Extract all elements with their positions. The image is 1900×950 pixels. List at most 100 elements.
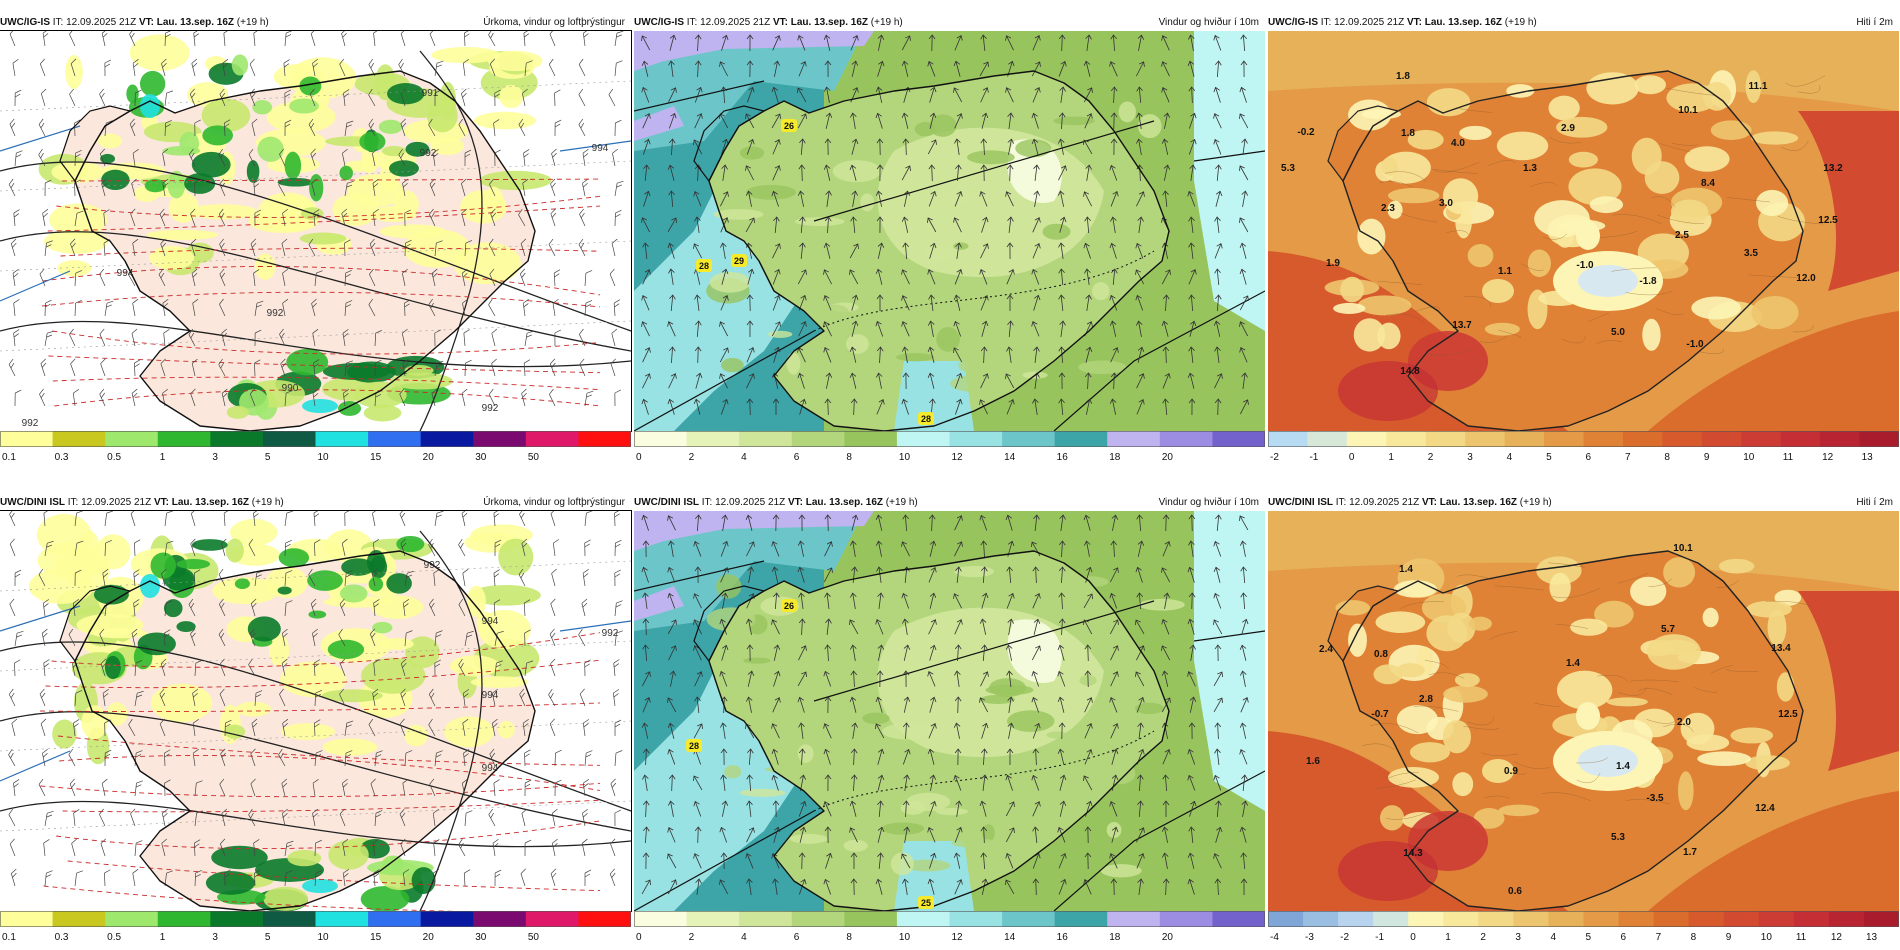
temperature-label: 2.9 [1561, 123, 1575, 134]
colorbar-tick: 2 [689, 932, 695, 943]
temperature-label: 12.5 [1818, 215, 1838, 226]
colorbar-swatch [420, 431, 474, 447]
colorbar-tick: -2 [1270, 452, 1279, 463]
isobar-label: 992 [420, 148, 437, 159]
precip-map[interactable]: 992 994 994 994 992 [0, 510, 632, 912]
colorbar-swatch [1583, 431, 1624, 447]
isobar-label: 992 [424, 560, 441, 571]
temperature-label: 0.6 [1508, 886, 1522, 897]
colorbar-tick: 12 [952, 932, 964, 943]
colorbar-tick: 0.5 [107, 452, 121, 463]
colorbar-swatch [210, 911, 264, 927]
lead-time: (+19 h) [1519, 497, 1552, 508]
temperature-label: 3.5 [1744, 248, 1758, 259]
colorbar-tick: 8 [846, 452, 852, 463]
temp-map[interactable]: 10.1 1.4 5.7 13.4 2.4 0.8 1.4 2.8 12.5 -0.7 2.0 1.6… [1268, 511, 1899, 911]
colorbar-tick: 5 [265, 452, 271, 463]
temperature-label: 13.2 [1823, 163, 1843, 174]
gust-label: 25 [921, 898, 931, 908]
colorbar: 0.1 0.3 0.5 1 3 5 10 15 20 30 50 [0, 911, 631, 947]
colorbar-swatch [1504, 431, 1545, 447]
valid-time: VT: Lau. 13.sep. 16Z [787, 497, 884, 508]
colorbar-tick: -1 [1309, 452, 1318, 463]
colorbar-tick: 13 [1866, 932, 1878, 943]
colorbar-swatch [1159, 911, 1213, 927]
temperature-label: 13.7 [1452, 320, 1472, 331]
colorbar-tick: 2 [1480, 932, 1486, 943]
temperature-label: 14.3 [1403, 848, 1423, 859]
temperature-label: 14.8 [1400, 366, 1420, 377]
colorbar-tick: 9 [1704, 452, 1710, 463]
colorbar-swatch [1548, 911, 1584, 927]
wind-map-panel-dini-isl: UWC/DINI ISL IT: 12.09.2025 21Z VT: Lau.… [634, 494, 1265, 947]
colorbar-tick: 4 [1507, 452, 1513, 463]
wind-map[interactable]: 26 28 25 [634, 511, 1265, 911]
colorbar-swatch [1054, 911, 1108, 927]
colorbar-tick: 4 [741, 932, 747, 943]
isobar-label: 994 [117, 268, 134, 279]
colorbar-swatch [157, 911, 211, 927]
isobar-label: 992 [267, 308, 284, 319]
colorbar-swatch [473, 911, 527, 927]
colorbar-tick: 1 [160, 452, 166, 463]
temperature-label: 3.0 [1439, 198, 1453, 209]
map-canvas: 26 28 25 [634, 511, 1265, 911]
model-name: UWC/DINI ISL [0, 497, 65, 508]
temperature-label: 1.7 [1683, 847, 1697, 858]
isobar-label: 992 [482, 403, 499, 414]
temperature-label: 1.4 [1566, 658, 1580, 669]
temperature-label: -1.0 [1686, 339, 1704, 350]
colorbar-swatch [1002, 911, 1056, 927]
colorbar-tick: 14 [1004, 932, 1016, 943]
temperature-map-panel-ig-is: UWC/IG-IS IT: 12.09.2025 21Z VT: Lau. 13… [1268, 14, 1899, 467]
temperature-label: 13.4 [1771, 643, 1791, 654]
colorbar-swatch [1723, 911, 1760, 927]
colorbar-swatch [578, 911, 631, 927]
colorbar-svg: 0.1 0.3 0.5 1 3 5 10 15 20 30 50 [0, 431, 631, 463]
colorbar-tick: 5 [1586, 932, 1592, 943]
colorbar-swatch [1478, 911, 1514, 927]
model-name: UWC/IG-IS [0, 17, 50, 28]
colorbar-tick: 11 [1796, 932, 1807, 943]
colorbar-swatch [262, 431, 316, 447]
temperature-label: 1.4 [1399, 564, 1413, 575]
colorbar-swatch [210, 431, 264, 447]
precip-map[interactable]: 991 992 994 992 990 992 992 994 [0, 30, 632, 432]
colorbar-swatch [1373, 911, 1409, 927]
colorbar-swatch [1002, 431, 1056, 447]
colorbar: -4-3-2-10123456789101112131415 [1268, 911, 1899, 947]
colorbar-swatch [791, 911, 845, 927]
colorbar-tick: 18 [1109, 452, 1121, 463]
colorbar-tick: 0 [636, 932, 642, 943]
colorbar-svg: 0.1 0.3 0.5 1 3 5 10 15 20 30 50 [0, 911, 631, 943]
colorbar-swatch [473, 431, 527, 447]
colorbar-swatch [686, 911, 740, 927]
temperature-map-panel-dini-isl: UWC/DINI ISL IT: 12.09.2025 21Z VT: Lau.… [1268, 494, 1899, 947]
valid-time: VT: Lau. 13.sep. 16Z [772, 17, 869, 28]
colorbar-swatch [368, 431, 422, 447]
colorbar-tick: 11 [1783, 452, 1794, 463]
colorbar-swatch [1741, 431, 1782, 447]
colorbar-tick: 5 [265, 932, 271, 943]
colorbar-swatch [1793, 911, 1830, 927]
model-name: UWC/IG-IS [1268, 17, 1318, 28]
colorbar-swatch [368, 911, 422, 927]
panel-title: Vindur og hviður í 10m [1158, 17, 1259, 28]
colorbar-swatch [844, 431, 898, 447]
colorbar-tick: 20 [1162, 932, 1174, 943]
colorbar-swatch [1701, 431, 1742, 447]
temp-map[interactable]: 1.8 11.1 10.1 -0.2 1.8 4.0 2.9 5.3 1.3 13.2 8.4 3.0… [1268, 31, 1899, 431]
temperature-label: 1.9 [1326, 258, 1340, 269]
colorbar-tick: 9 [1726, 932, 1732, 943]
colorbar-svg: 0 2 4 6 8 10 12 14 16 18 20 [634, 911, 1265, 943]
wind-map[interactable]: 26 28 29 28 [634, 31, 1265, 431]
colorbar-tick: 3 [1515, 932, 1521, 943]
colorbar-swatch [896, 911, 950, 927]
isobar-label: 994 [482, 616, 499, 627]
temperature-label: -3.5 [1646, 793, 1664, 804]
colorbar-swatch [1465, 431, 1506, 447]
init-time: IT: 12.09.2025 21Z [686, 17, 771, 28]
temperature-label: 12.0 [1796, 273, 1816, 284]
temperature-label: 8.4 [1701, 178, 1715, 189]
colorbar-swatch [1307, 431, 1348, 447]
